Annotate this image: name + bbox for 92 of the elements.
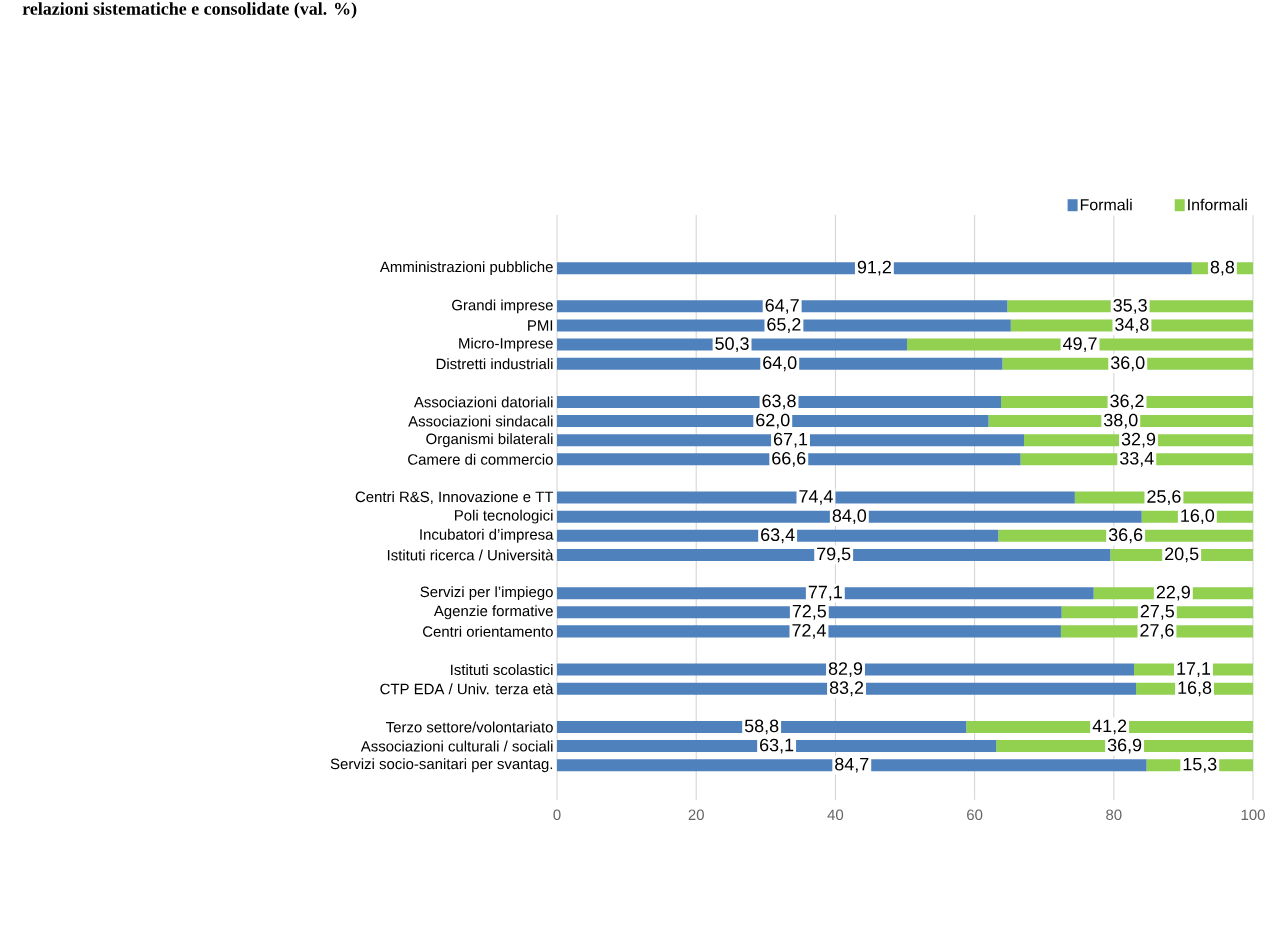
- data-label: 41,2: [1092, 719, 1127, 735]
- data-label: 64,0: [763, 356, 797, 372]
- bar: [557, 625, 1061, 638]
- data-label: 27,5: [1140, 604, 1175, 620]
- data-label: 50,3: [715, 337, 749, 353]
- data-label: 32,9: [1121, 432, 1156, 448]
- legend-label: Informali: [1188, 198, 1247, 211]
- bar: [557, 434, 1025, 447]
- data-label: 83,2: [829, 681, 864, 697]
- bar: [557, 453, 1021, 466]
- data-label: 27,6: [1140, 623, 1174, 639]
- data-label: 84,0: [832, 509, 867, 525]
- bar: [557, 548, 1111, 561]
- y-tick-label: Camere di commercio: [408, 453, 553, 465]
- bar: [557, 300, 1008, 313]
- y-tick-label: Servizi per l’impiego: [420, 586, 553, 601]
- y-tick-label: PMI: [528, 320, 553, 331]
- data-label: 82,9: [828, 662, 863, 678]
- bar: [557, 357, 1003, 370]
- y-tick-label: Micro-Imprese: [459, 337, 553, 352]
- bar: [557, 395, 1002, 408]
- x-tick-label: 80: [1106, 809, 1122, 821]
- bar: [557, 720, 967, 733]
- bar: [557, 759, 1147, 772]
- bar: [557, 682, 1137, 695]
- bar: [557, 262, 1192, 275]
- data-label: 74,4: [799, 490, 833, 505]
- bar: [557, 587, 1094, 600]
- data-label: 36,2: [1110, 394, 1144, 410]
- data-label: 34,8: [1115, 318, 1149, 333]
- y-tick-label: Organismi bilaterali: [426, 433, 553, 448]
- y-tick-label: Agenzie formative: [433, 605, 553, 620]
- y-tick-label: Terzo settore/volontariato: [386, 721, 553, 733]
- data-label: 64,7: [765, 298, 799, 314]
- data-label: 36,0: [1110, 356, 1145, 372]
- data-label: 72,4: [792, 623, 826, 639]
- text: relazioni sistematiche e consolidate (val. %): [22, 2, 357, 19]
- y-tick-label: Associazioni datoriali: [413, 396, 553, 408]
- x-tick-label: 0: [553, 809, 561, 821]
- y-tick-label: Distretti industriali: [436, 358, 553, 370]
- data-label: 36,6: [1108, 528, 1143, 544]
- data-label: 8,8: [1210, 260, 1235, 276]
- y-tick-label: Istituti ricerca / Università: [387, 549, 554, 561]
- y-tick-label: Associazioni culturali / sociali: [360, 740, 553, 752]
- y-tick-label: Centri R&S, Innovazione e TT: [355, 491, 554, 504]
- x-tick-label: 20: [688, 809, 704, 821]
- data-label: 35,3: [1113, 298, 1147, 314]
- bar: [557, 606, 1062, 619]
- bar: [557, 663, 1134, 676]
- data-label: 49,7: [1063, 337, 1097, 353]
- data-label: 62,0: [756, 413, 790, 429]
- data-label: 38,0: [1104, 413, 1138, 429]
- y-tick-label: Centri orientamento: [423, 625, 553, 637]
- y-tick-label: CTP EDA / Univ. terza età: [380, 683, 554, 695]
- y-tick-label: Grandi imprese: [452, 299, 553, 314]
- data-label: 17,1: [1177, 662, 1211, 677]
- data-label: 36,9: [1107, 738, 1142, 754]
- bar: [557, 510, 1142, 523]
- data-label: 16,8: [1178, 681, 1212, 697]
- data-label: 72,5: [792, 604, 827, 620]
- y-tick-label: Amministrazioni pubbliche: [379, 261, 553, 276]
- data-label: 15,3: [1183, 757, 1217, 773]
- data-label: 77,1: [808, 585, 842, 601]
- y-tick-label: Servizi socio-sanitari per svantag.: [330, 758, 553, 773]
- data-label: 16,0: [1181, 509, 1215, 525]
- data-label: 58,8: [744, 719, 779, 735]
- x-tick-label: 40: [827, 809, 844, 821]
- data-label: 65,2: [767, 318, 801, 333]
- bar: [557, 740, 997, 753]
- data-label: 79,5: [817, 547, 851, 563]
- bar: [557, 319, 1011, 332]
- data-label: 33,4: [1120, 451, 1154, 467]
- y-tick-label: Incubatori d’impresa: [420, 528, 554, 543]
- x-tick-label: 100: [1241, 809, 1265, 821]
- data-label: 91,2: [857, 260, 891, 276]
- y-tick-label: Associazioni sindacali: [408, 415, 553, 427]
- data-label: 63,4: [761, 528, 795, 544]
- legend-label: Formali: [1080, 198, 1132, 211]
- data-label: 84,7: [835, 757, 869, 773]
- data-label: 22,9: [1156, 585, 1190, 601]
- data-label: 63,1: [760, 738, 794, 754]
- data-label: 66,6: [772, 451, 806, 467]
- x-tick-label: 60: [967, 809, 983, 821]
- bar: [557, 415, 989, 428]
- bar: [557, 491, 1075, 504]
- data-label: 20,5: [1165, 547, 1199, 563]
- data-label: 25,6: [1147, 490, 1181, 505]
- y-tick-label: Poli tecnologici: [455, 509, 553, 524]
- bar: [557, 529, 999, 542]
- data-label: 67,1: [773, 432, 808, 448]
- data-label: 63,8: [762, 394, 796, 410]
- y-tick-label: Istituti scolastici: [451, 664, 553, 676]
